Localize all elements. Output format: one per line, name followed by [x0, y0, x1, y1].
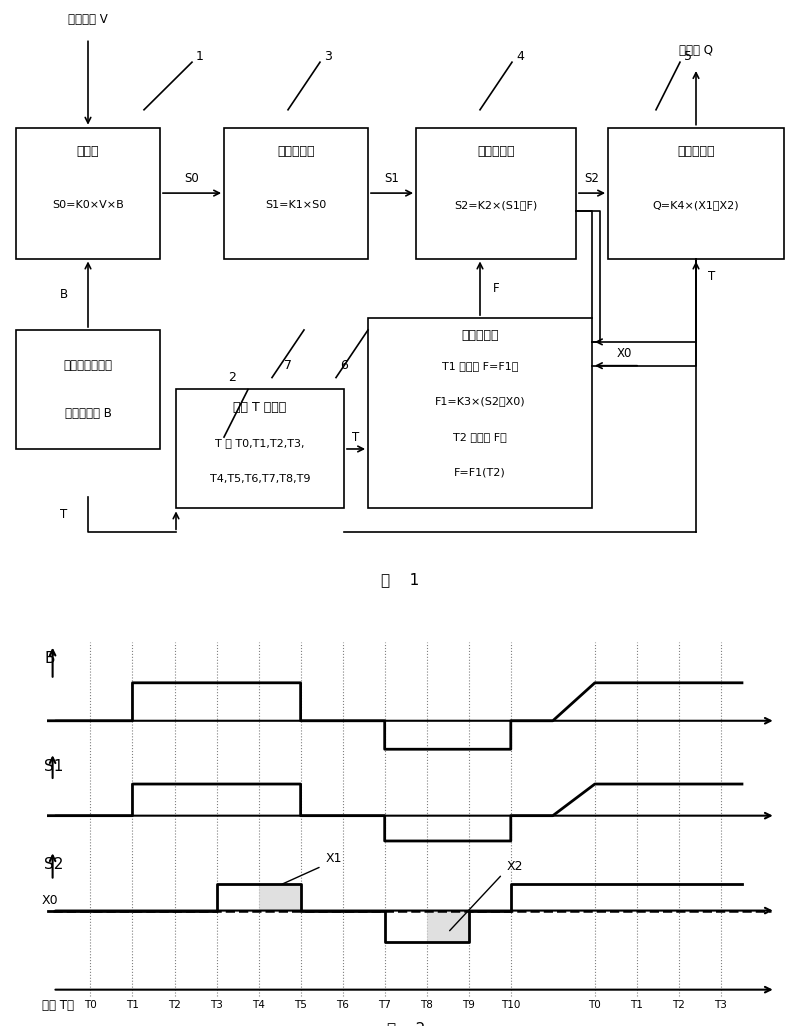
Text: F: F — [493, 282, 499, 294]
Text: T2 时刻后 F：: T2 时刻后 F： — [453, 432, 507, 442]
Bar — [608, 127, 784, 259]
Bar — [368, 318, 592, 509]
Text: 图    2: 图 2 — [386, 1021, 425, 1026]
Text: F1=K3×(S2－X0): F1=K3×(S2－X0) — [434, 396, 526, 406]
Text: T1: T1 — [126, 999, 139, 1010]
Text: T4,T5,T6,T7,T8,T9: T4,T5,T6,T7,T8,T9 — [210, 474, 310, 483]
Text: T4: T4 — [252, 999, 265, 1010]
Text: S1: S1 — [44, 759, 63, 774]
Bar — [176, 390, 344, 509]
Text: X0: X0 — [616, 347, 632, 360]
Text: 传感器: 传感器 — [77, 145, 99, 158]
Text: S0: S0 — [185, 171, 199, 185]
Text: T2: T2 — [673, 999, 686, 1010]
Text: T: T — [352, 431, 360, 443]
Text: T5: T5 — [294, 999, 307, 1010]
Text: F=F1(T2): F=F1(T2) — [454, 468, 506, 478]
Text: 1: 1 — [196, 49, 204, 63]
Text: 2: 2 — [228, 371, 236, 384]
Text: T1: T1 — [630, 999, 643, 1010]
Text: 5: 5 — [684, 49, 692, 63]
Text: T0: T0 — [84, 999, 97, 1010]
Text: 时序 T 控制器: 时序 T 控制器 — [234, 401, 286, 413]
Text: B: B — [60, 287, 68, 301]
Text: T0: T0 — [589, 999, 602, 1010]
Text: 流体流速 V: 流体流速 V — [68, 13, 108, 27]
Bar — [224, 127, 368, 259]
Text: S2: S2 — [585, 171, 599, 185]
Text: T: T — [60, 508, 68, 521]
Text: 7: 7 — [284, 359, 292, 372]
Text: T8: T8 — [420, 999, 433, 1010]
Text: T1 时刻后 F=F1：: T1 时刻后 F=F1： — [442, 361, 518, 370]
Text: S1=K1×S0: S1=K1×S0 — [266, 200, 326, 210]
Text: T 有 T0,T1,T2,T3,: T 有 T0,T1,T2,T3, — [215, 438, 305, 448]
Text: S2=K2×(S1－F): S2=K2×(S1－F) — [454, 200, 538, 210]
Text: 阻抗转换器: 阻抗转换器 — [278, 145, 314, 158]
Text: B: B — [44, 652, 54, 666]
Text: T: T — [708, 270, 716, 283]
Bar — [16, 127, 160, 259]
Text: 流量値 Q: 流量値 Q — [679, 44, 713, 56]
Text: 励磁控制器产生: 励磁控制器产生 — [63, 359, 113, 372]
Text: X1: X1 — [326, 852, 342, 865]
Text: 6: 6 — [340, 359, 348, 372]
Text: T3: T3 — [210, 999, 223, 1010]
Text: T10: T10 — [501, 999, 521, 1010]
Text: 图    1: 图 1 — [381, 573, 419, 588]
Text: 3: 3 — [324, 49, 332, 63]
Text: S0=K0×V×B: S0=K0×V×B — [52, 200, 124, 210]
Text: T3: T3 — [714, 999, 727, 1010]
Text: S1: S1 — [385, 171, 399, 185]
Text: T7: T7 — [378, 999, 391, 1010]
Bar — [416, 127, 576, 259]
Text: 基线调整器: 基线调整器 — [462, 329, 498, 343]
Text: X0: X0 — [42, 895, 58, 907]
Bar — [426, 911, 469, 942]
Text: X2: X2 — [506, 860, 523, 872]
Text: T9: T9 — [462, 999, 475, 1010]
Bar — [16, 330, 160, 449]
Text: T6: T6 — [336, 999, 349, 1010]
Text: 差値放大器: 差値放大器 — [478, 145, 514, 158]
Text: 4: 4 — [516, 49, 524, 63]
Text: 时序 T：: 时序 T： — [42, 999, 74, 1013]
Text: 传感器磁场 B: 传感器磁场 B — [65, 406, 111, 420]
Text: S2: S2 — [44, 857, 63, 872]
Text: Q=K4×(X1－X2): Q=K4×(X1－X2) — [653, 200, 739, 210]
Text: T2: T2 — [168, 999, 181, 1010]
Text: 流量计算器: 流量计算器 — [678, 145, 714, 158]
Bar — [258, 883, 301, 911]
